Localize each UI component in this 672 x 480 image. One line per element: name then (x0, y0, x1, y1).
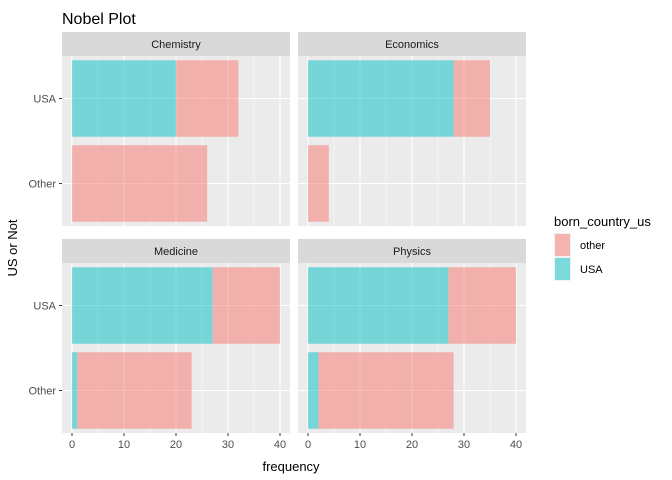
bar-chemistry-other-other (72, 145, 208, 222)
bar-chemistry-usa-other (176, 60, 239, 137)
y-tick-label-medicine-usa: USA (33, 301, 56, 313)
x-tick-label-physics-10: 10 (354, 439, 366, 451)
legend-title: born_country_us (554, 214, 651, 229)
bar-economics-other-other (308, 145, 329, 222)
bar-medicine-other-other (77, 352, 192, 429)
facet-label-physics: Physics (393, 246, 431, 258)
facet-strip-medicine (62, 239, 290, 263)
facet-strip-economics (298, 32, 526, 56)
bar-medicine-usa-usa (72, 267, 213, 344)
x-tick-label-medicine-10: 10 (118, 439, 130, 451)
legend: born_country_us other USA (554, 214, 651, 281)
bar-physics-other-other (318, 352, 454, 429)
x-tick-label-physics-0: 0 (305, 439, 311, 451)
x-tick-label-physics-20: 20 (406, 439, 418, 451)
bar-economics-usa-usa (308, 60, 454, 137)
y-tick-label-chemistry-other: Other (28, 179, 56, 191)
legend-label-other: other (580, 240, 605, 252)
legend-key-usa (555, 258, 570, 280)
facet-strip-chemistry (62, 32, 290, 56)
x-tick-label-medicine-40: 40 (274, 439, 286, 451)
bar-physics-other-usa (308, 352, 319, 429)
legend-label-usa: USA (580, 264, 603, 276)
bar-chemistry-usa-usa (72, 60, 176, 137)
facet-strip-physics (298, 239, 526, 263)
x-tick-label-physics-40: 40 (510, 439, 522, 451)
facet-label-economics: Economics (385, 39, 439, 51)
bar-economics-usa-other (453, 60, 490, 137)
legend-key-other (555, 234, 570, 256)
bar-medicine-usa-other (212, 267, 280, 344)
bar-physics-usa-other (448, 267, 516, 344)
bar-medicine-other-usa (72, 352, 78, 429)
y-axis-label: US or Not (5, 219, 20, 276)
x-tick-label-medicine-0: 0 (69, 439, 75, 451)
facet-panels: Chemistry USA Other Economics Medicine USA Oth… (28, 32, 526, 451)
x-axis-label: frequency (262, 459, 320, 474)
y-tick-label-chemistry-usa: USA (33, 94, 56, 106)
facet-label-medicine: Medicine (154, 246, 198, 258)
x-tick-label-medicine-20: 20 (170, 439, 182, 451)
bar-physics-usa-usa (308, 267, 449, 344)
x-tick-label-physics-30: 30 (458, 439, 470, 451)
chart-title: Nobel Plot (62, 11, 136, 28)
facet-label-chemistry: Chemistry (151, 39, 201, 51)
x-tick-label-medicine-30: 30 (222, 439, 234, 451)
y-tick-label-medicine-other: Other (28, 386, 56, 398)
